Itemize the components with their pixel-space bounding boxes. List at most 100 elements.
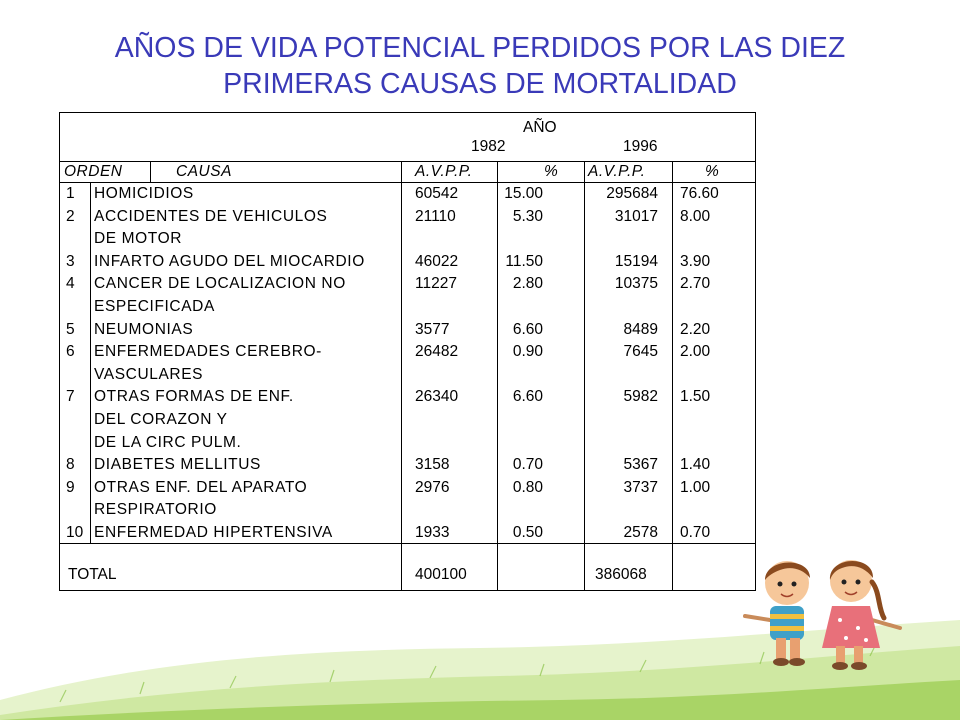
row-pct-1996: 2.00 [680,343,711,361]
col-causa: CAUSA [176,163,232,180]
row-orden: 6 [66,343,75,361]
row-causa: ENFERMEDAD HIPERTENSIVA [94,524,333,541]
total-avpp-1982: 400100 [415,566,467,583]
year-header: AÑO [523,119,557,136]
row-orden: 5 [66,320,75,338]
row-causa: OTRAS ENF. DEL APARATO [94,478,308,496]
row-causa: ESPECIFICADA [94,298,215,315]
col-avpp-1982: A.V.P.P. [415,163,473,180]
boy-figure [743,561,810,666]
row-causa: RESPIRATORIO [94,501,217,519]
row-pct-1982: 6.60 [512,320,543,338]
row-pct-1982: 0.50 [512,524,543,541]
two-children-illustration [743,560,902,670]
table-row: 5 NEUMONIAS 3577 6.60 8489 2.20 [60,319,755,341]
row-avpp-1982: 3158 [415,456,450,474]
table-row: 7 OTRAS FORMAS DE ENF. 26340 6.60 5982 1.50 [60,386,755,408]
row-causa: DIABETES MELLITUS [94,456,261,474]
row-orden: 2 [66,207,75,225]
total-label: TOTAL [68,566,117,583]
row-avpp-1996: 7645 [623,343,658,361]
title-line-2: PRIMERAS CAUSAS DE MORTALIDAD [223,68,737,100]
table-row: DE LA CIRC PULM. [60,432,755,454]
col-orden: ORDEN [64,163,123,180]
table-row: ESPECIFICADA [60,296,755,318]
row-pct-1982: 15.00 [504,185,543,202]
grass-illustration [0,620,960,720]
row-pct-1996: 3.90 [680,252,711,270]
total-avpp-1996: 386068 [595,566,647,583]
table-row: 4 CANCER DE LOCALIZACION NO 11227 2.80 10375… [60,273,755,295]
row-causa: CANCER DE LOCALIZACION NO [94,275,346,293]
row-causa: HOMICIDIOS [94,185,194,202]
row-causa: OTRAS FORMAS DE ENF. [94,388,294,406]
row-pct-1996: 76.60 [680,185,719,202]
year-1982: 1982 [471,138,506,155]
row-avpp-1982: 21110 [415,207,456,225]
table-row: 10 ENFERMEDAD HIPERTENSIVA 1933 0.50 2578 0.7… [60,522,755,544]
row-orden: 4 [66,275,75,293]
row-causa: NEUMONIAS [94,320,194,338]
row-orden: 9 [66,478,75,496]
table-row: DE MOTOR [60,228,755,250]
row-causa: ENFERMEDADES CEREBRO- [94,343,322,361]
row-orden: 3 [66,252,75,270]
row-pct-1996: 2.70 [680,275,711,293]
row-avpp-1982: 3577 [415,320,450,338]
row-avpp-1996: 15194 [614,252,658,270]
row-avpp-1996: 8489 [623,320,658,338]
row-avpp-1996: 2578 [623,524,658,541]
row-causa: VASCULARES [94,365,204,383]
table-row: 6 ENFERMEDADES CEREBRO- 26482 0.90 7645 2.00 [60,341,755,363]
title-line-1: AÑOS DE VIDA POTENCIAL PERDIDOS POR LAS … [114,32,846,64]
row-avpp-1996: 10375 [614,275,658,293]
row-avpp-1982: 1933 [415,524,450,541]
table-row: 8 DIABETES MELLITUS 3158 0.70 5367 1.40 [60,454,755,476]
row-orden: 7 [66,388,75,406]
row-causa: INFARTO AGUDO DEL MIOCARDIO [94,252,365,270]
table-row: DEL CORAZON Y [60,409,755,431]
col-pct-1982: % [544,163,558,180]
row-orden: 1 [66,185,75,202]
table-row: VASCULARES [60,364,755,386]
row-avpp-1996: 295684 [606,185,658,202]
row-pct-1996: 1.50 [680,388,711,406]
row-orden: 10 [66,524,84,541]
row-causa: DEL CORAZON Y [94,411,228,428]
slide-title: AÑOS DE VIDA POTENCIAL PERDIDOS POR LAS … [40,30,920,102]
table-row: 3 INFARTO AGUDO DEL MIOCARDIO 46022 11.50 15… [60,251,755,273]
table-row: 9 OTRAS ENF. DEL APARATO 2976 0.80 3737 1.00 [60,477,755,499]
row-avpp-1982: 26340 [415,388,459,406]
row-pct-1982: 0.80 [512,478,543,496]
row-pct-1996: 1.00 [680,478,711,496]
table-row: 1 HOMICIDIOS 60542 15.00 295684 76.60 [60,183,755,205]
col-pct-1996: % [705,163,719,180]
table-row: RESPIRATORIO [60,499,755,521]
mortality-table: AÑO 1982 1996 ORDEN CAUSA A.V.P.P. % A.V… [59,112,756,591]
girl-figure [822,560,902,670]
row-causa: DE MOTOR [94,230,183,248]
row-pct-1982: 6.60 [512,388,543,406]
row-avpp-1996: 5367 [623,456,658,474]
row-pct-1996: 1.40 [680,456,711,474]
row-pct-1996: 0.70 [680,524,711,541]
row-causa: ACCIDENTES DE VEHICULOS [94,207,328,225]
row-avpp-1996: 3737 [623,478,658,496]
col-avpp-1996: A.V.P.P. [588,163,646,180]
row-avpp-1996: 31017 [614,207,658,225]
row-pct-1982: 2.80 [512,275,543,293]
row-pct-1982: 11.50 [505,252,543,270]
row-pct-1996: 2.20 [680,320,711,338]
row-avpp-1982: 26482 [415,343,459,361]
row-avpp-1982: 60542 [415,185,459,202]
row-avpp-1982: 2976 [415,478,450,496]
row-orden: 8 [66,456,75,474]
row-avpp-1982: 46022 [415,252,459,270]
row-causa: DE LA CIRC PULM. [94,433,242,451]
row-pct-1982: 0.70 [512,456,543,474]
year-1996: 1996 [623,138,658,155]
row-avpp-1996: 5982 [623,388,658,406]
table-row: 2 ACCIDENTES DE VEHICULOS 21110 5.30 31017 8.… [60,206,755,228]
row-avpp-1982: 11227 [415,275,457,293]
row-pct-1982: 5.30 [512,207,543,225]
